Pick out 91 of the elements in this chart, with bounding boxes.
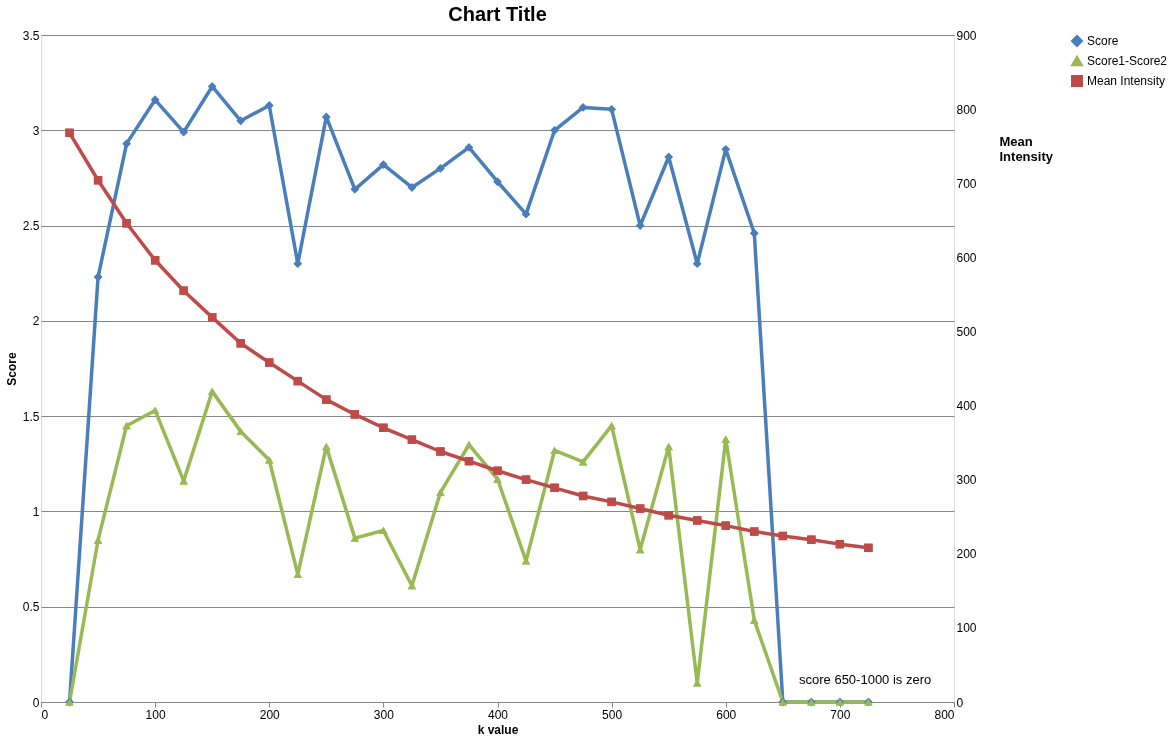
y-tick-label: 2 [32, 314, 40, 329]
point [550, 126, 559, 135]
point [93, 176, 103, 185]
point [208, 82, 217, 91]
y-axis-title: Score [4, 352, 19, 386]
point [607, 497, 616, 507]
legend-label: Mean Intensity [1087, 74, 1166, 88]
point [464, 456, 474, 466]
point [521, 209, 531, 219]
point [236, 339, 245, 348]
y2-axis-title: Mean Intensity [999, 133, 1054, 164]
y2-tick-label: 200 [956, 547, 977, 562]
point [778, 531, 787, 541]
point [750, 527, 759, 536]
legend-label: Score1-Score2 [1087, 54, 1168, 68]
x-tick-label: 800 [934, 707, 955, 722]
y-tick-label: 3.5 [22, 28, 40, 43]
y2-tick-label: 800 [956, 102, 977, 117]
y-tick-label: 2.5 [22, 219, 40, 234]
y2-tick-label: 700 [956, 176, 977, 191]
x-tick-label: 100 [145, 707, 166, 722]
point [407, 183, 417, 192]
legend-label: Score [1087, 34, 1119, 48]
point [864, 543, 873, 553]
point [578, 491, 588, 501]
point [550, 446, 559, 455]
point [65, 128, 74, 138]
point [550, 483, 559, 492]
y2-tick-label: 300 [956, 473, 977, 488]
point [493, 466, 502, 475]
annotation: score 650-1000 is zero [799, 672, 932, 687]
x-tick-label: 400 [487, 707, 509, 722]
point [322, 395, 331, 404]
point [464, 441, 474, 449]
y2-tick-label: 600 [956, 250, 977, 265]
point [122, 139, 131, 148]
point [607, 422, 616, 430]
point [179, 128, 188, 137]
point [379, 526, 388, 535]
point [607, 105, 616, 114]
point [379, 423, 388, 432]
point [721, 435, 730, 443]
point [265, 456, 274, 464]
x-tick-label: 300 [373, 707, 395, 722]
point [350, 185, 360, 194]
point [493, 475, 502, 483]
point [122, 219, 131, 228]
point [436, 488, 445, 496]
x-tick-label: 500 [602, 707, 623, 722]
point [635, 504, 645, 513]
point [150, 95, 160, 104]
point [179, 286, 188, 295]
point [208, 313, 217, 322]
x-tick-label: 700 [830, 707, 851, 722]
point [150, 256, 160, 265]
point [379, 160, 388, 169]
y2-tick-label: 0 [956, 695, 964, 710]
point [208, 387, 217, 395]
point [807, 535, 816, 544]
point [350, 410, 360, 419]
y2-tick-label: 100 [956, 621, 977, 636]
point [122, 422, 131, 430]
point [664, 511, 673, 520]
point [236, 116, 245, 125]
y-tick-label: 3 [32, 123, 40, 138]
y2-tick-label: 400 [956, 399, 977, 414]
point [721, 521, 730, 530]
point [322, 443, 331, 451]
point [265, 101, 274, 110]
y2-tick-label: 900 [956, 28, 977, 43]
point [407, 435, 417, 444]
x-tick-label: 200 [259, 707, 281, 722]
point [493, 177, 502, 186]
point [265, 358, 274, 367]
point [436, 164, 445, 173]
point [293, 376, 302, 386]
y-tick-label: 1 [32, 504, 40, 519]
y-tick-label: 0.5 [22, 600, 40, 615]
y2-tick-label: 500 [956, 324, 977, 339]
point [436, 447, 445, 456]
point [664, 443, 673, 451]
point [521, 475, 531, 484]
chart-title: Chart Title [448, 3, 547, 25]
y-tick-label: 1.5 [22, 409, 40, 424]
point [835, 539, 845, 549]
x-tick-label: 600 [716, 707, 737, 722]
point [464, 143, 474, 152]
point [578, 458, 588, 466]
point [693, 516, 702, 525]
y-tick-label: 0 [32, 695, 40, 710]
x-axis-title: k value [477, 722, 519, 737]
